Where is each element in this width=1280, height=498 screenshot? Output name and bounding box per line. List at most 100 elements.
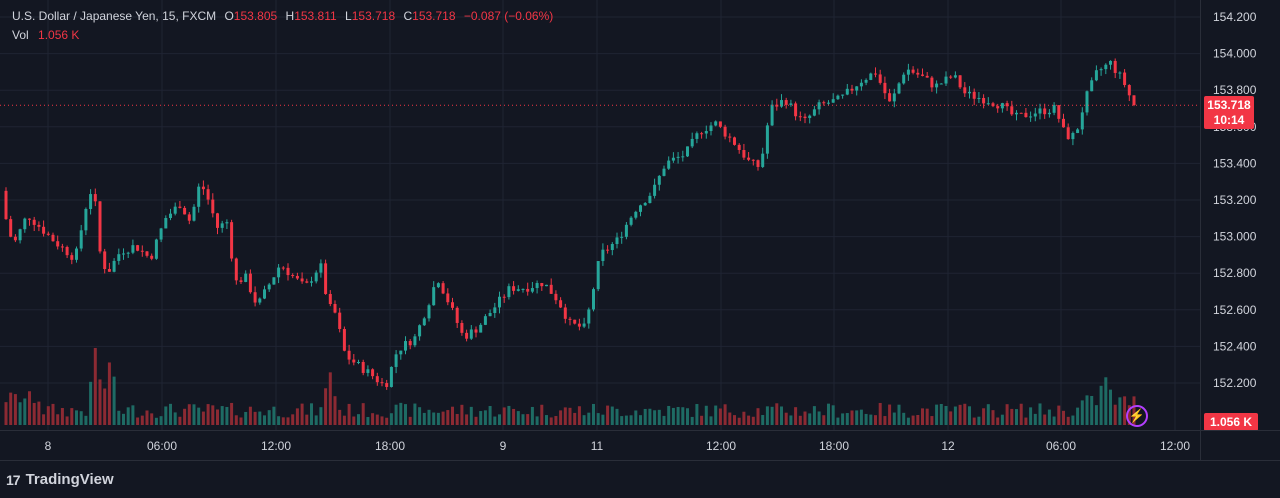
candle-body xyxy=(563,307,567,319)
volume-bar xyxy=(465,414,469,425)
volume-bar xyxy=(474,416,478,425)
volume-bar xyxy=(75,410,78,425)
candle-body xyxy=(239,280,243,282)
time-tick-label: 12:00 xyxy=(261,439,291,453)
volume-label[interactable]: Vol xyxy=(12,28,29,42)
volume-bar xyxy=(963,403,967,425)
volume-bar xyxy=(483,410,487,425)
volume-bar xyxy=(545,415,548,425)
candle-body xyxy=(921,74,924,76)
volume-bar xyxy=(46,406,50,425)
candle-body xyxy=(107,269,111,272)
volume-bar xyxy=(357,414,360,425)
volume-bar xyxy=(784,412,788,425)
candle-body xyxy=(634,211,638,218)
candle-body xyxy=(733,137,736,145)
candle-body xyxy=(780,100,783,107)
volume-bar xyxy=(1080,400,1084,425)
candle-body xyxy=(89,194,93,209)
volume-bar xyxy=(549,417,553,425)
volume-bar xyxy=(154,417,158,425)
chart-plot-area[interactable]: U.S. Dollar / Japanese Yen, 15, FXCM O15… xyxy=(0,0,1200,430)
close-value: C153.718 xyxy=(403,9,455,23)
volume-bar xyxy=(718,408,722,425)
volume-bar xyxy=(939,403,943,425)
volume-bar xyxy=(1113,404,1117,425)
volume-bar xyxy=(986,404,990,425)
candle-body xyxy=(291,275,295,277)
candle-body xyxy=(65,246,69,256)
candle-body xyxy=(1132,95,1136,106)
volume-bar xyxy=(1123,396,1127,425)
candle-body xyxy=(836,95,840,100)
volume-bar xyxy=(230,402,234,425)
candle-body xyxy=(201,186,205,190)
candle-body xyxy=(187,214,191,221)
candle-body xyxy=(197,186,201,207)
candle-body xyxy=(84,208,88,231)
volume-bar xyxy=(1047,409,1051,425)
close-label: C xyxy=(403,9,413,23)
candle-body xyxy=(404,341,407,351)
candle-body xyxy=(902,74,906,84)
candle-body xyxy=(183,207,187,215)
volume-bar xyxy=(79,411,83,425)
candle-body xyxy=(681,156,685,158)
current-volume-tag: 1.056 K xyxy=(1204,413,1258,431)
candle-body xyxy=(164,218,168,229)
lightning-bolt-icon[interactable]: ⚡ xyxy=(1126,405,1148,427)
candle-body xyxy=(333,304,337,313)
volume-bar xyxy=(239,417,243,425)
volume-bar xyxy=(624,415,628,425)
candle-body xyxy=(1010,106,1014,115)
candle-body xyxy=(596,261,600,290)
volume-bar xyxy=(639,415,642,425)
candle-body xyxy=(234,258,238,281)
volume-bar xyxy=(695,404,699,425)
candle-body xyxy=(897,83,901,94)
candle-body xyxy=(418,325,422,337)
time-tick-label: 12:00 xyxy=(1160,439,1190,453)
volume-bar xyxy=(93,347,97,425)
candle-body xyxy=(371,369,375,377)
volume-bar xyxy=(112,376,116,425)
volume-bar xyxy=(662,415,666,425)
volume-bar xyxy=(935,404,939,425)
candle-body xyxy=(169,213,172,219)
candle-body xyxy=(545,284,548,287)
time-axis[interactable]: 8 06:00 12:00 18:00 9 11 12:00 18:00 12 06:00 12:0… xyxy=(0,430,1200,460)
tradingview-logo[interactable]: 17 TradingView xyxy=(6,471,114,488)
volume-bar xyxy=(502,407,506,425)
volume-bar xyxy=(1024,417,1028,425)
candle-body xyxy=(455,307,459,323)
candle-body xyxy=(493,307,497,314)
candle-body xyxy=(1029,116,1033,118)
candle-body xyxy=(131,245,135,253)
low-value: L153.718 xyxy=(345,9,395,23)
time-tick-label: 9 xyxy=(500,439,507,453)
volume-bar xyxy=(314,415,318,425)
candle-body xyxy=(878,74,882,83)
candle-body xyxy=(305,281,309,283)
candle-body xyxy=(295,275,299,279)
symbol-title[interactable]: U.S. Dollar / Japanese Yen, 15, FXCM xyxy=(12,9,217,23)
candlestick-chart[interactable] xyxy=(0,0,1200,430)
volume-bar xyxy=(930,416,934,425)
volume-bar xyxy=(953,406,957,425)
candle-body xyxy=(944,76,948,84)
volume-bar xyxy=(319,407,323,425)
candle-body xyxy=(784,100,788,105)
volume-bar xyxy=(1085,395,1089,425)
volume-bar xyxy=(117,410,121,425)
volume-bar xyxy=(60,408,64,425)
volume-bar xyxy=(328,372,332,425)
candle-body xyxy=(737,144,741,150)
volume-bar xyxy=(686,408,689,425)
candle-body xyxy=(714,121,718,126)
candle-body xyxy=(624,224,628,237)
candle-body xyxy=(389,366,393,387)
price-axis[interactable]: 154.200154.000153.800153.600153.400153.2… xyxy=(1200,0,1280,430)
candle-body xyxy=(812,109,816,116)
volume-bar xyxy=(888,404,892,425)
volume-bar xyxy=(1094,405,1098,425)
